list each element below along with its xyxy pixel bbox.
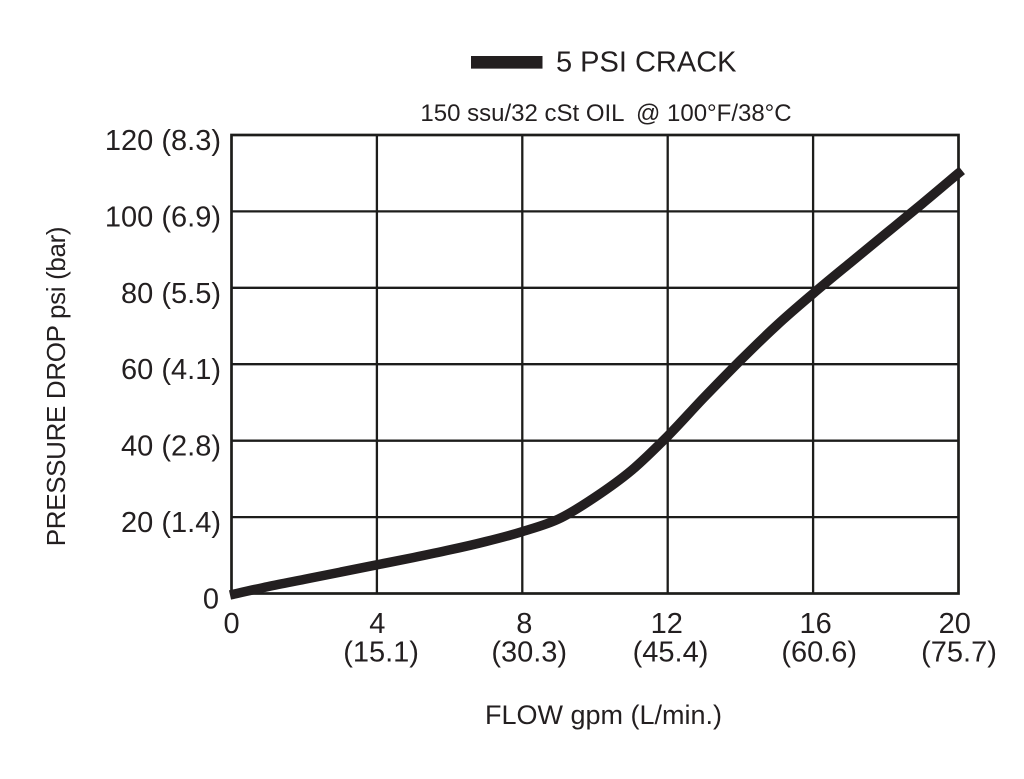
svg-text:(30.3): (30.3) [491,637,567,669]
svg-text:8: 8 [516,608,532,640]
svg-text:0: 0 [203,583,219,615]
svg-text:100 (6.9): 100 (6.9) [105,201,221,233]
svg-text:0: 0 [224,608,240,640]
svg-text:4: 4 [369,608,385,640]
svg-text:(75.7): (75.7) [921,637,997,669]
svg-text:150 ssu/32 cSt OIL @ 100°F/38: 150 ssu/32 cSt OIL @ 100°F/38°C [420,100,791,127]
svg-text:60 (4.1): 60 (4.1) [121,354,221,386]
svg-text:(45.4): (45.4) [633,637,709,669]
svg-text:5 PSI CRACK: 5 PSI CRACK [556,47,737,79]
svg-text:12: 12 [651,608,683,640]
svg-text:PRESSURE DROP psi (bar): PRESSURE DROP psi (bar) [41,227,71,546]
svg-text:20 (1.4): 20 (1.4) [121,507,221,539]
svg-text:FLOW gpm (L/min.): FLOW gpm (L/min.) [485,700,722,730]
svg-text:(60.6): (60.6) [781,637,857,669]
svg-text:16: 16 [799,608,831,640]
svg-text:120 (8.3): 120 (8.3) [105,125,221,157]
svg-text:40 (2.8): 40 (2.8) [121,431,221,463]
svg-text:80 (5.5): 80 (5.5) [121,278,221,310]
svg-text:20: 20 [939,608,971,640]
svg-text:(15.1): (15.1) [343,637,419,669]
